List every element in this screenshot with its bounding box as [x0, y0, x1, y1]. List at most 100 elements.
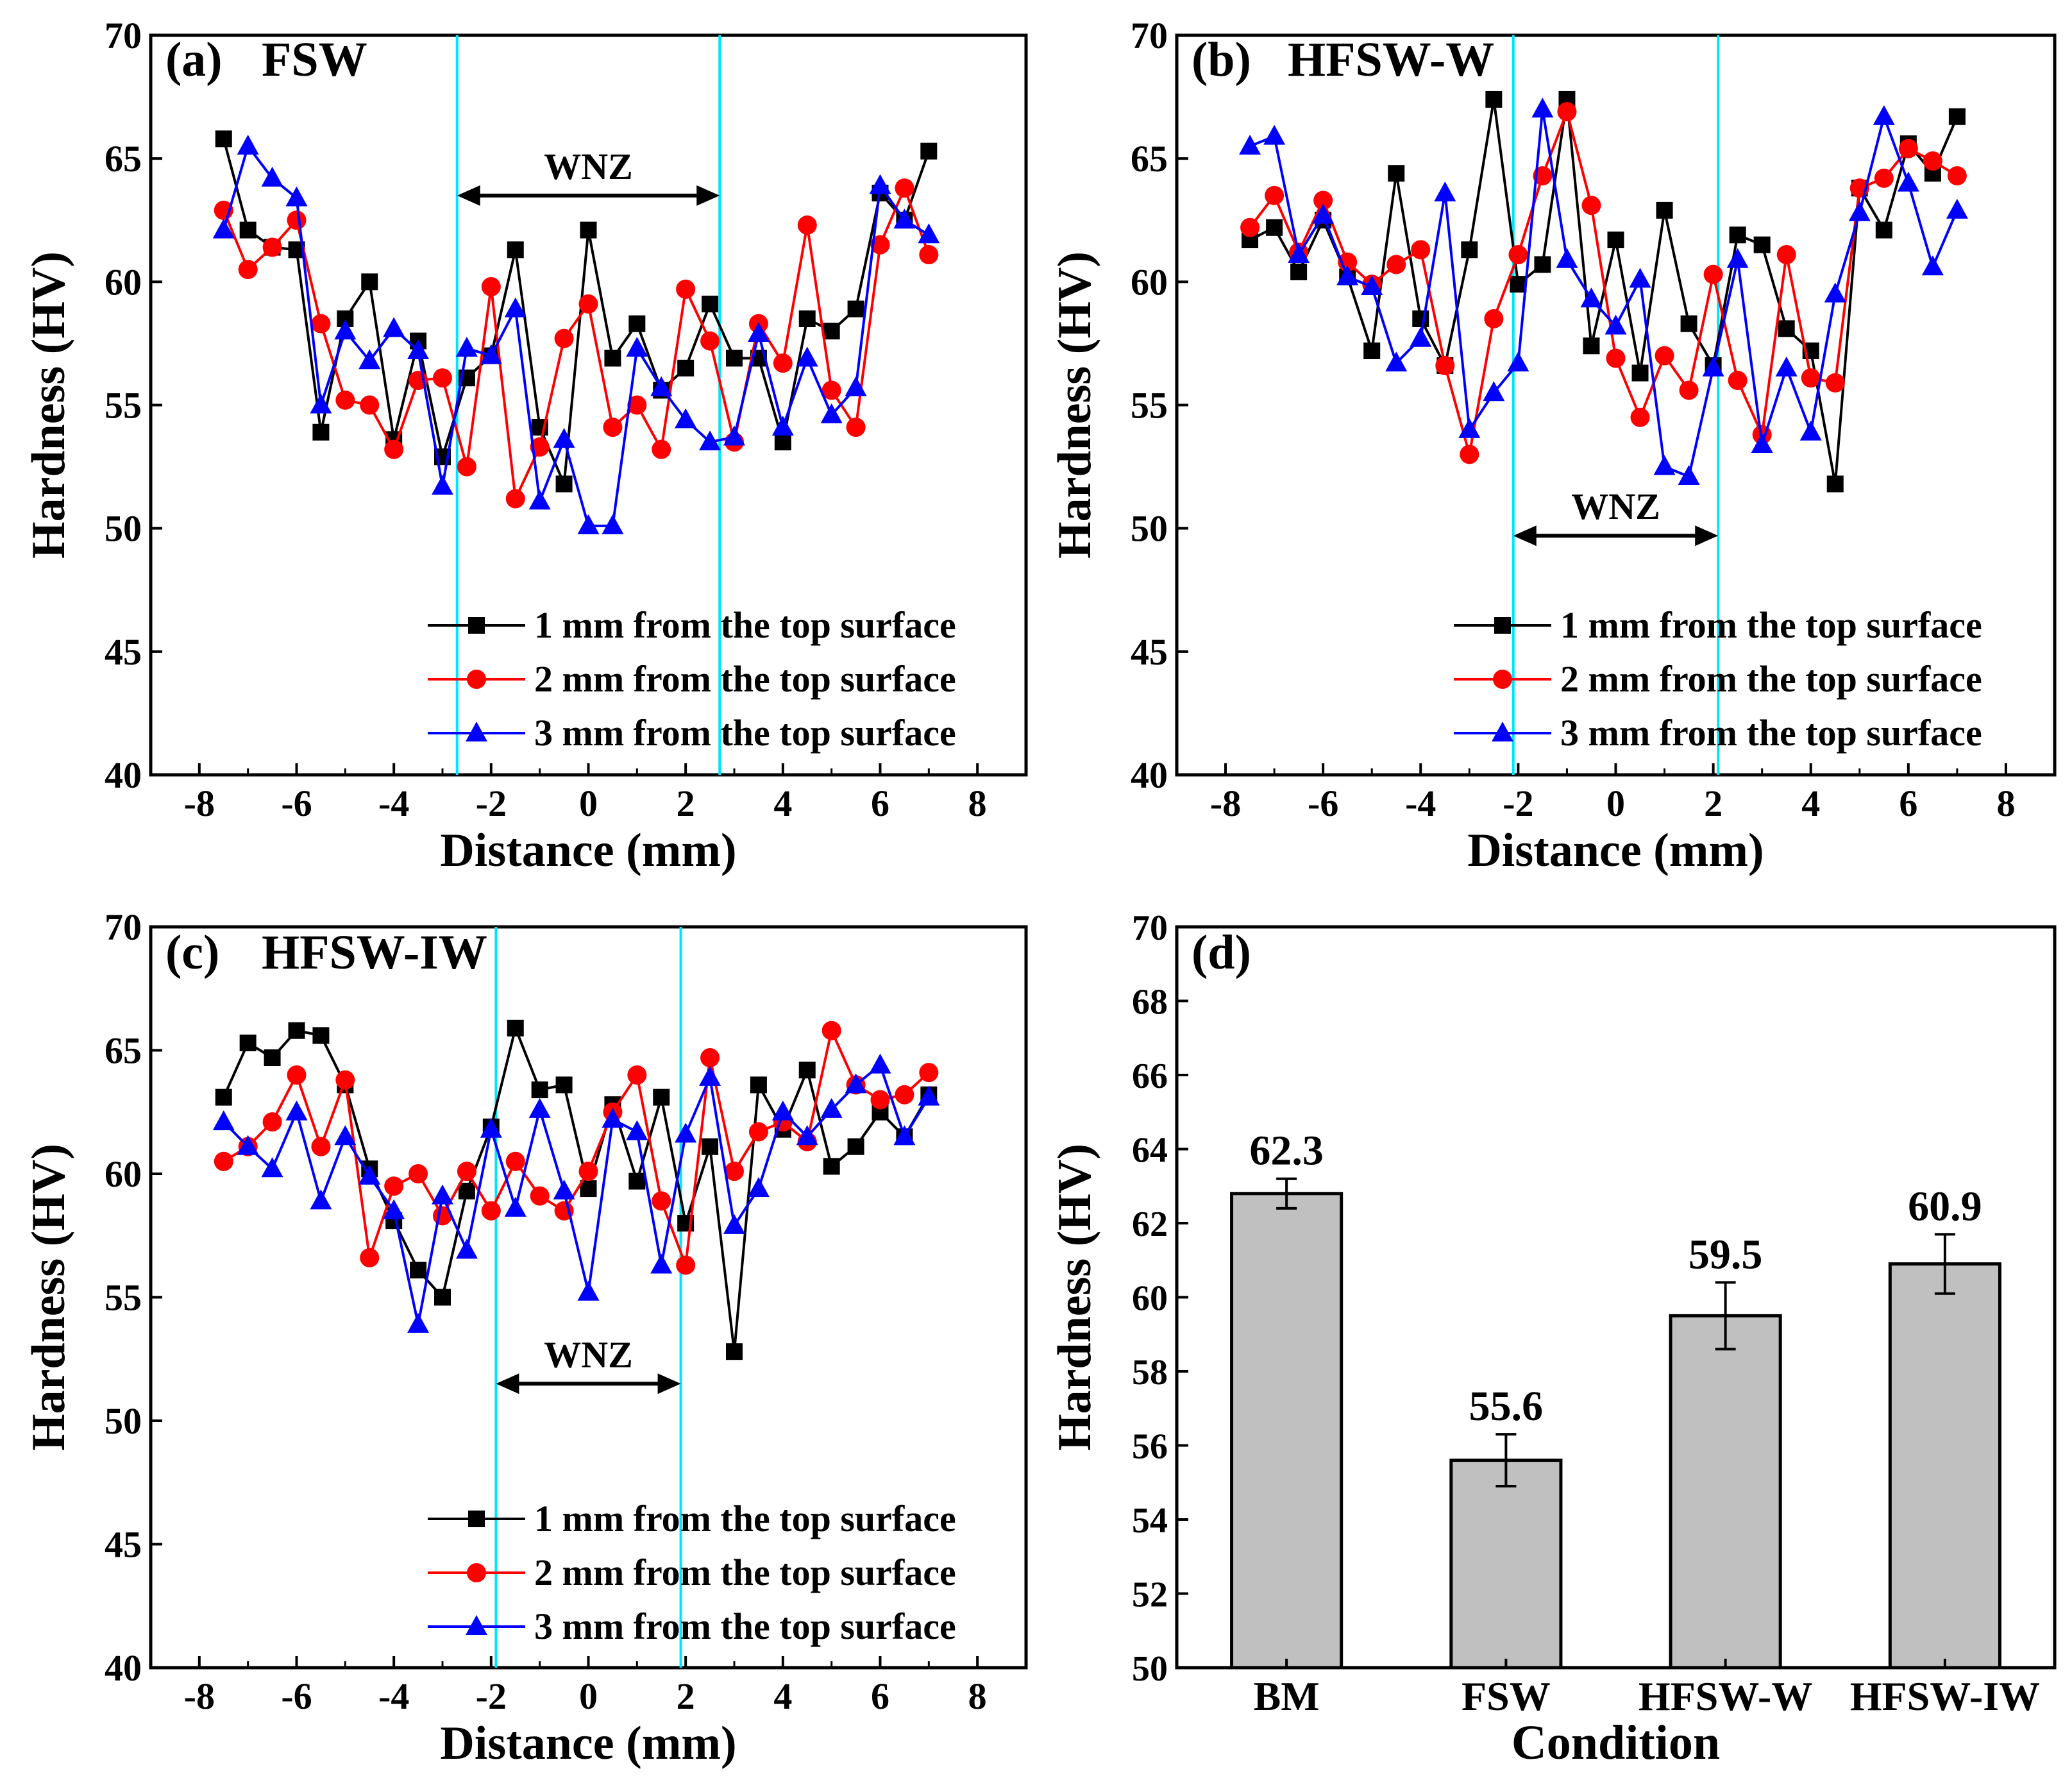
x-tick-label: 6	[871, 1675, 889, 1717]
panel-label: (d)	[1192, 926, 1251, 979]
y-tick-label: 50	[1132, 1649, 1168, 1689]
series-3-point	[1629, 267, 1651, 288]
series-1-point	[1412, 310, 1429, 327]
series-3-point	[820, 1097, 843, 1118]
x-tick-label: HFSW-IW	[1850, 1673, 2040, 1719]
series-1-point	[1583, 337, 1600, 355]
bar-value-label: 59.5	[1689, 1231, 1763, 1278]
series-3-point	[455, 337, 478, 357]
series-3-point	[1263, 124, 1286, 145]
series-1-point	[312, 423, 330, 441]
series-1-point	[555, 475, 573, 493]
series-2-point	[1874, 168, 1894, 188]
series-3-point	[504, 297, 526, 318]
series-3-point	[1239, 134, 1261, 155]
series-2-point	[1265, 185, 1284, 205]
series-3-point	[1556, 248, 1578, 268]
series-2-point	[360, 395, 380, 415]
series-3-point	[747, 322, 770, 343]
series-1-point	[1753, 236, 1771, 253]
series-2-point	[1240, 217, 1260, 237]
series-2-point	[627, 395, 647, 415]
y-tick-label: 60	[105, 261, 142, 303]
series-3-point	[893, 208, 916, 229]
panel-title: HFSW-W	[1288, 33, 1494, 87]
series-1-point	[653, 1088, 670, 1106]
series-3-point	[1361, 275, 1383, 296]
series-2-point	[1484, 309, 1504, 328]
series-3-point	[480, 344, 502, 364]
series-3-point	[1726, 248, 1749, 268]
series-3-point	[285, 1100, 308, 1121]
series-1-point	[531, 1081, 548, 1099]
bar-value-label: 55.6	[1469, 1383, 1544, 1430]
series-3-point	[723, 425, 745, 446]
series-2-point	[481, 277, 501, 297]
wnz-arrow-head-right	[657, 1373, 681, 1394]
x-tick-label: -8	[1210, 783, 1241, 824]
x-tick-label: 8	[968, 1675, 987, 1717]
series-3-point	[358, 1164, 381, 1185]
wnz-arrow-head-right	[696, 185, 720, 206]
series-3-point	[796, 1125, 818, 1146]
x-tick-label: -4	[1405, 783, 1436, 824]
x-tick-label: 4	[773, 1675, 792, 1717]
y-tick-label: 70	[105, 15, 142, 56]
series-1-point	[555, 1076, 573, 1094]
series-1-point	[798, 310, 816, 327]
series-3-point	[285, 186, 308, 207]
series-3-point	[1507, 351, 1529, 372]
y-tick-label: 62	[1132, 1205, 1168, 1244]
series-2-point	[409, 1164, 428, 1183]
series-3-point	[407, 339, 430, 359]
legend-entry: 3 mm from the top surface	[534, 712, 956, 754]
series-3-point	[845, 1073, 867, 1094]
x-tick-label: -6	[281, 783, 312, 824]
series-3-point	[212, 218, 235, 239]
series-1-point	[750, 1076, 767, 1094]
series-1-point	[458, 1182, 475, 1199]
series-1-point	[1729, 226, 1746, 244]
y-tick-label: 65	[105, 1030, 142, 1072]
series-3-point	[407, 1312, 430, 1333]
series-2-point	[919, 245, 939, 265]
series-3-point	[723, 1214, 745, 1234]
legend-marker	[468, 617, 485, 634]
series-3-point	[334, 319, 357, 340]
y-tick-label: 55	[1131, 385, 1168, 427]
panel-title: FSW	[262, 33, 367, 87]
series-1-point	[239, 1034, 257, 1051]
legend-marker	[467, 670, 486, 689]
series-2-point	[238, 260, 258, 280]
x-tick-label: 0	[579, 783, 598, 824]
x-tick-label: 6	[871, 783, 889, 824]
series-1-point	[604, 350, 621, 367]
series-3-point	[675, 1122, 697, 1143]
series-1-point	[798, 1062, 816, 1079]
series-1-point	[1875, 221, 1892, 239]
x-tick-label: 2	[677, 1675, 695, 1717]
bar-hfsw-iw	[1888, 1262, 2001, 1670]
legend-entry: 1 mm from the top surface	[1560, 604, 1982, 646]
series-2-point	[457, 1162, 476, 1181]
series-3-point	[1336, 265, 1359, 285]
series-3-point	[918, 1085, 940, 1106]
series-1-point	[1778, 320, 1795, 337]
series-3-point	[358, 349, 381, 369]
series-3-point	[432, 475, 453, 495]
series-3-point	[1678, 464, 1700, 485]
series-3-point	[602, 1108, 624, 1128]
series-2-point	[578, 294, 598, 314]
series-3-point	[1873, 105, 1895, 125]
series-3-point	[455, 1239, 478, 1259]
y-tick-label: 45	[105, 1524, 142, 1566]
x-tick-label: -2	[476, 1675, 507, 1717]
x-tick-label: BM	[1254, 1673, 1320, 1719]
series-1-point	[774, 434, 791, 451]
series-2-point	[311, 1137, 331, 1156]
series-1-point	[312, 1027, 330, 1044]
bar-fsw	[1449, 1459, 1563, 1670]
series-2-point	[287, 1065, 307, 1085]
y-tick-label: 54	[1132, 1501, 1168, 1541]
wnz-label: WNZ	[544, 1334, 633, 1375]
